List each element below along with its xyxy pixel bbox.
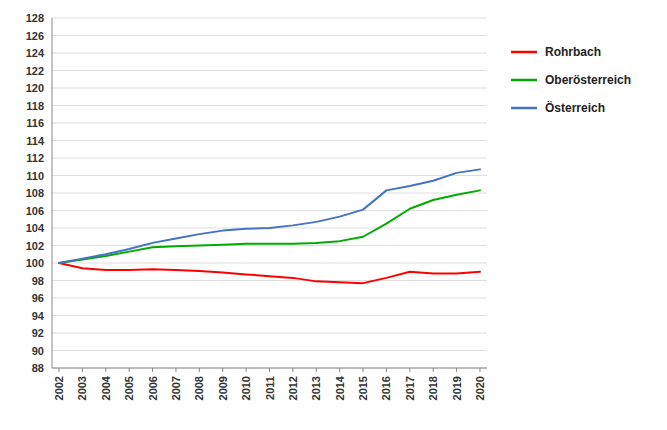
x-tick: [292, 368, 293, 372]
x-tick-label: 2006: [147, 376, 159, 400]
y-tick-label: 100: [26, 257, 44, 269]
y-grid: [52, 18, 487, 368]
y-tick-label: 116: [26, 117, 44, 129]
x-tick-label: 2009: [217, 376, 229, 400]
legend: Rohrbach Oberösterreich Österreich: [511, 45, 631, 115]
x-tick-label: 2011: [264, 376, 276, 400]
grid-line: [52, 70, 487, 71]
x-tick: [129, 368, 130, 372]
x-tick: [479, 368, 480, 372]
x-tick: [199, 368, 200, 372]
x-tick: [175, 368, 176, 372]
x-tick: [59, 368, 60, 372]
y-tick-label: 104: [26, 222, 45, 234]
y-tick-label: 94: [32, 310, 45, 322]
legend-label: Österreich: [545, 100, 605, 115]
legend-label: Rohrbach: [545, 45, 601, 59]
x-tick-label: 2002: [53, 376, 65, 400]
y-tick-label: 102: [26, 240, 44, 252]
grid-line: [52, 193, 487, 194]
x-tick-label: 2015: [357, 376, 369, 400]
grid-line: [52, 140, 487, 141]
x-tick: [433, 368, 434, 372]
y-tick-label: 92: [32, 327, 44, 339]
x-tick: [152, 368, 153, 372]
x-tick: [339, 368, 340, 372]
y-tick-label: 88: [32, 362, 44, 374]
x-tick-label: 2005: [123, 376, 135, 400]
y-axis-line: [52, 18, 53, 368]
x-ticks: 2002 2003 2004 2005 2006 2007 2008 2009 2010 2011…: [53, 368, 486, 400]
grid-line: [52, 210, 487, 211]
grid-line: [52, 315, 487, 316]
y-tick-label: 124: [26, 47, 45, 59]
x-tick-label: 2004: [100, 375, 112, 400]
y-tick-label: 128: [26, 12, 44, 24]
x-tick-label: 2012: [287, 376, 299, 400]
legend-swatch: [511, 107, 537, 110]
legend-label: Oberösterreich: [545, 73, 631, 87]
grid-line: [52, 350, 487, 351]
series-line: [59, 169, 480, 263]
x-tick: [409, 368, 410, 372]
x-tick: [316, 368, 317, 372]
grid-line: [52, 333, 487, 334]
y-tick-label: 96: [32, 292, 44, 304]
x-tick-label: 2008: [193, 376, 205, 400]
y-tick-label: 126: [26, 30, 44, 42]
grid-line: [52, 35, 487, 36]
grid-line: [52, 175, 487, 176]
grid-line: [52, 298, 487, 299]
chart-container: 88 90 92 94 96 98 100 102 104 106 108 110 112 114 116 1…: [0, 0, 667, 430]
x-tick-label: 2016: [380, 376, 392, 400]
x-tick: [222, 368, 223, 372]
grid-line: [52, 18, 487, 19]
chart-svg: 88 90 92 94 96 98 100 102 104 106 108 110 112 114 116 1…: [0, 0, 667, 430]
legend-swatch: [511, 51, 537, 54]
x-tick-label: 2020: [474, 376, 486, 400]
x-tick: [363, 368, 364, 372]
x-tick: [386, 368, 387, 372]
x-tick-label: 2007: [170, 376, 182, 400]
y-tick-label: 98: [32, 275, 44, 287]
grid-line: [52, 263, 487, 264]
x-tick-label: 2014: [334, 375, 346, 400]
x-tick-label: 2003: [76, 376, 88, 400]
legend-swatch: [511, 79, 537, 82]
y-tick-labels: 88 90 92 94 96 98 100 102 104 106 108 110 112 114 116 1…: [26, 12, 45, 374]
x-tick: [456, 368, 457, 372]
x-tick-label: 2017: [404, 376, 416, 400]
grid-line: [52, 53, 487, 54]
series-line: [59, 263, 480, 283]
grid-line: [52, 105, 487, 106]
grid-line: [52, 245, 487, 246]
grid-line: [52, 88, 487, 89]
x-tick-label: 2013: [310, 376, 322, 400]
x-tick: [269, 368, 270, 372]
y-tick-label: 106: [26, 205, 44, 217]
grid-line: [52, 158, 487, 159]
grid-line: [52, 123, 487, 124]
x-tick: [105, 368, 106, 372]
y-tick-label: 90: [32, 345, 44, 357]
x-tick-label: 2018: [427, 376, 439, 400]
x-tick-label: 2010: [240, 376, 252, 400]
y-tick-label: 114: [26, 135, 45, 147]
y-tick-label: 112: [26, 152, 44, 164]
y-tick-label: 118: [26, 100, 44, 112]
y-tick-label: 108: [26, 187, 44, 199]
y-tick-label: 120: [26, 82, 44, 94]
series-line: [59, 190, 480, 263]
y-tick-label: 110: [26, 170, 44, 182]
x-tick: [246, 368, 247, 372]
x-tick-label: 2019: [451, 376, 463, 400]
y-tick-label: 122: [26, 65, 44, 77]
plot-lines: [59, 169, 480, 283]
grid-line: [52, 280, 487, 281]
x-tick: [82, 368, 83, 372]
